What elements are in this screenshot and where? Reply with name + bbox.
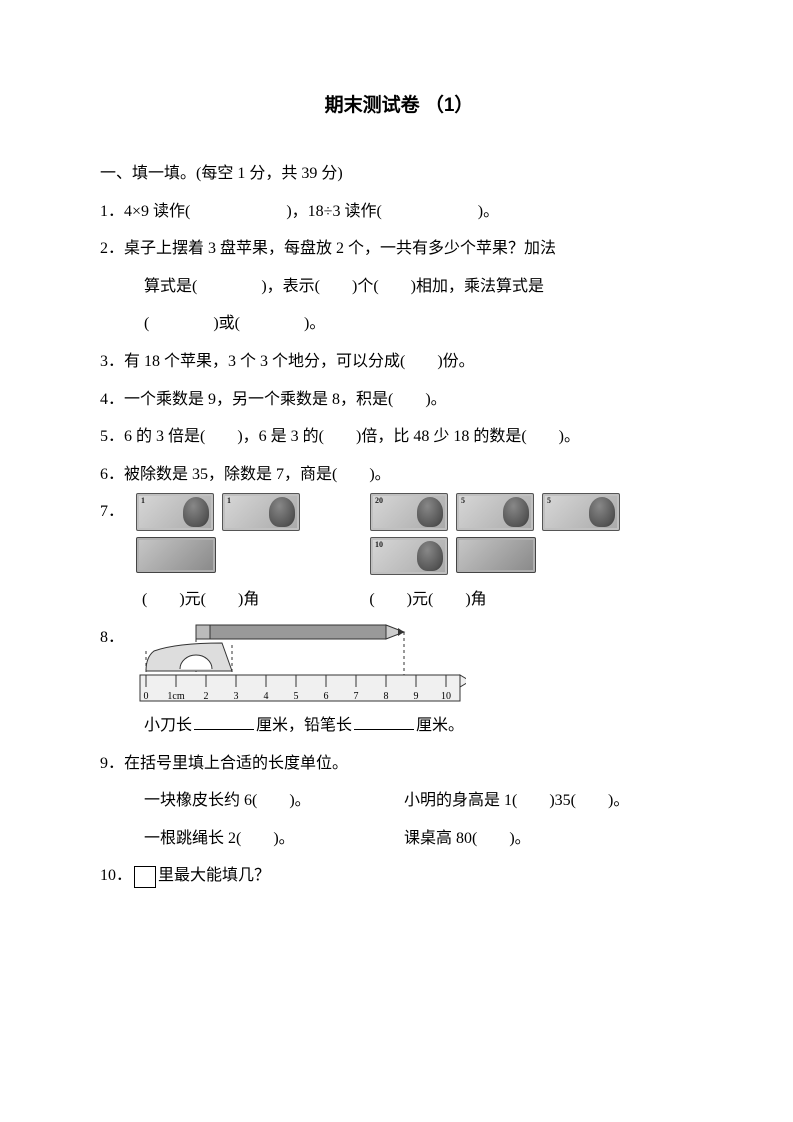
- q9-row2: 一根跳绳长 2( )。 课桌高 80( )。: [100, 820, 698, 858]
- money-right-bottom: 10: [370, 537, 620, 575]
- q7-answer-right: ( )元( )角: [369, 581, 486, 619]
- svg-text:7: 7: [354, 691, 359, 702]
- banknote-icon: 1: [136, 493, 214, 531]
- money-right: 20 5 5 10: [370, 493, 620, 575]
- portrait-icon: [269, 497, 295, 527]
- q8-text-c: 厘米。: [416, 717, 464, 734]
- portrait-icon: [183, 497, 209, 527]
- q8-text-a: 小刀长: [144, 717, 192, 734]
- blank-field[interactable]: [354, 713, 414, 730]
- q2-line3: ( )或( )。: [100, 305, 698, 343]
- banknote-icon: 10: [370, 537, 448, 575]
- svg-text:10: 10: [441, 691, 451, 702]
- q9c-left: 一根跳绳长 2( )。: [144, 820, 404, 858]
- svg-text:0: 0: [144, 691, 149, 702]
- svg-text:3: 3: [234, 691, 239, 702]
- portrait-icon: [417, 497, 443, 527]
- q9c-right: 课桌高 80( )。: [404, 820, 698, 858]
- q7: 7． 1 1 20 5 5 10: [100, 493, 698, 575]
- banknote-small-icon: [456, 537, 536, 573]
- q7-answers: ( )元( )角 ( )元( )角: [100, 581, 698, 619]
- q7-number: 7．: [100, 493, 128, 531]
- q6: 6．被除数是 35，除数是 7，商是( )。: [100, 456, 698, 494]
- banknote-icon: 5: [456, 493, 534, 531]
- q1: 1．4×9 读作( )，18÷3 读作( )。: [100, 193, 698, 231]
- q9b-right: 小明的身高是 1( )35( )。: [404, 782, 698, 820]
- banknote-icon: 20: [370, 493, 448, 531]
- money-right-top: 20 5 5: [370, 493, 620, 531]
- q10: 10． 里最大能填几？: [100, 857, 698, 895]
- svg-text:4: 4: [264, 691, 269, 702]
- q10-text: 里最大能填几？: [158, 867, 270, 884]
- q8: 8．: [100, 619, 698, 707]
- banknote-small-icon: [136, 537, 216, 573]
- money-left-bottom: [136, 537, 300, 573]
- q3: 3．有 18 个苹果，3 个 3 个地分，可以分成( )份。: [100, 343, 698, 381]
- banknote-icon: 5: [542, 493, 620, 531]
- exam-page: 期末测试卷 （1） 一、填一填。(每空 1 分，共 39 分) 1．4×9 读作…: [0, 0, 793, 1122]
- svg-text:5: 5: [294, 691, 299, 702]
- q5: 5．6 的 3 倍是( )，6 是 3 的( )倍，比 48 少 18 的数是(…: [100, 418, 698, 456]
- money-left: 1 1: [136, 493, 300, 575]
- q8-text-b: 厘米，铅笔长: [256, 717, 352, 734]
- q8-number: 8．: [100, 619, 136, 657]
- portrait-icon: [589, 497, 615, 527]
- q2-line1: 2．桌子上摆着 3 盘苹果，每盘放 2 个，一共有多少个苹果？加法: [100, 230, 698, 268]
- svg-text:1cm: 1cm: [167, 691, 184, 702]
- svg-text:8: 8: [384, 691, 389, 702]
- page-title: 期末测试卷 （1）: [100, 90, 698, 117]
- money-left-top: 1 1: [136, 493, 300, 531]
- q8-text: 小刀长 厘米，铅笔长 厘米。: [100, 707, 698, 745]
- q7-answer-left: ( )元( )角: [142, 581, 259, 619]
- portrait-icon: [417, 541, 443, 571]
- svg-text:9: 9: [414, 691, 419, 702]
- q4: 4．一个乘数是 9，另一个乘数是 8，积是( )。: [100, 381, 698, 419]
- portrait-icon: [503, 497, 529, 527]
- box-icon[interactable]: [134, 866, 156, 888]
- banknote-icon: 1: [222, 493, 300, 531]
- ruler-diagram: 0 1cm 2 3 4 5 6 7 8 9 10: [136, 619, 466, 707]
- q9b-left: 一块橡皮长约 6( )。: [144, 782, 404, 820]
- money-groups: 1 1 20 5 5 10: [136, 493, 620, 575]
- q9-heading: 9．在括号里填上合适的长度单位。: [100, 745, 698, 783]
- svg-text:2: 2: [204, 691, 209, 702]
- q9-row1: 一块橡皮长约 6( )。 小明的身高是 1( )35( )。: [100, 782, 698, 820]
- blank-field[interactable]: [194, 713, 254, 730]
- q2-line2: 算式是( )，表示( )个( )相加，乘法算式是: [100, 268, 698, 306]
- svg-text:6: 6: [324, 691, 329, 702]
- section-1-heading: 一、填一填。(每空 1 分，共 39 分): [100, 155, 698, 193]
- q10-number: 10．: [100, 867, 132, 884]
